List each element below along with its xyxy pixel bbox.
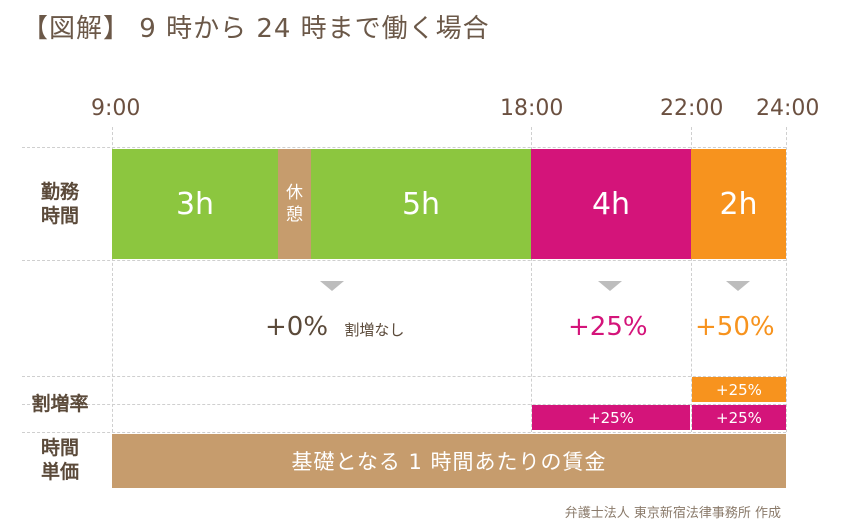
grid-row-rate-top xyxy=(22,376,786,377)
premium-regular: +0% 割増なし xyxy=(265,312,404,342)
rate-bar-late-upper: +25% xyxy=(692,377,786,402)
work-block-late-label: 2h xyxy=(719,186,758,222)
arrow-down-icon xyxy=(726,281,750,291)
time-label-24: 24:00 xyxy=(756,96,820,121)
page-title: 【図解】 9 時から 24 時まで働く場合 xyxy=(22,14,490,44)
rate-bar-night-lower: +25% xyxy=(532,405,690,430)
grid-line-24 xyxy=(786,127,787,432)
rate-bar-late-lower-label: +25% xyxy=(716,408,762,427)
rate-bar-night-lower-label: +25% xyxy=(588,408,634,427)
grid-row-work-bottom xyxy=(22,260,786,261)
rate-bar-late-lower: +25% xyxy=(692,405,786,430)
grid-line-18 xyxy=(531,127,532,432)
grid-row-top xyxy=(22,147,786,148)
work-block-first-label: 3h xyxy=(175,186,215,222)
work-block-second: 5h xyxy=(311,149,531,259)
premium-night-value: +25% xyxy=(568,312,648,342)
premium-regular-value: +0% xyxy=(265,312,329,342)
rate-bar-late-upper-label: +25% xyxy=(716,380,762,399)
break-block: 休 憩 xyxy=(278,149,311,259)
grid-row-rate-bottom xyxy=(22,432,786,433)
work-block-late: 2h xyxy=(691,149,786,259)
work-block-first: 3h xyxy=(112,149,278,259)
time-label-9: 9:00 xyxy=(91,96,141,121)
arrow-down-icon xyxy=(598,281,622,291)
row-label-work-hours: 勤務 時間 xyxy=(40,181,79,227)
hourly-wage-bar: 基礎となる 1 時間あたりの賃金 xyxy=(112,434,786,488)
premium-late-value: +50% xyxy=(695,312,775,342)
grid-line-9 xyxy=(112,127,113,432)
work-block-second-label: 5h xyxy=(401,186,441,222)
break-block-label: 休 憩 xyxy=(286,183,303,225)
work-block-night-label: 4h xyxy=(591,186,631,222)
work-block-night: 4h xyxy=(531,149,691,259)
row-label-hourly-wage: 時間 単価 xyxy=(40,437,79,483)
grid-line-22 xyxy=(691,127,692,432)
credit-text: 弁護士法人 東京新宿法律事務所 作成 xyxy=(564,506,781,521)
hourly-wage-bar-label: 基礎となる 1 時間あたりの賃金 xyxy=(291,450,607,474)
time-label-18: 18:00 xyxy=(500,96,564,121)
arrow-down-icon xyxy=(320,281,344,291)
premium-regular-note: 割増なし xyxy=(344,321,405,339)
grid-row-rate-mid xyxy=(22,404,786,405)
time-label-22: 22:00 xyxy=(660,96,724,121)
row-label-premium-rate: 割増率 xyxy=(31,393,89,415)
